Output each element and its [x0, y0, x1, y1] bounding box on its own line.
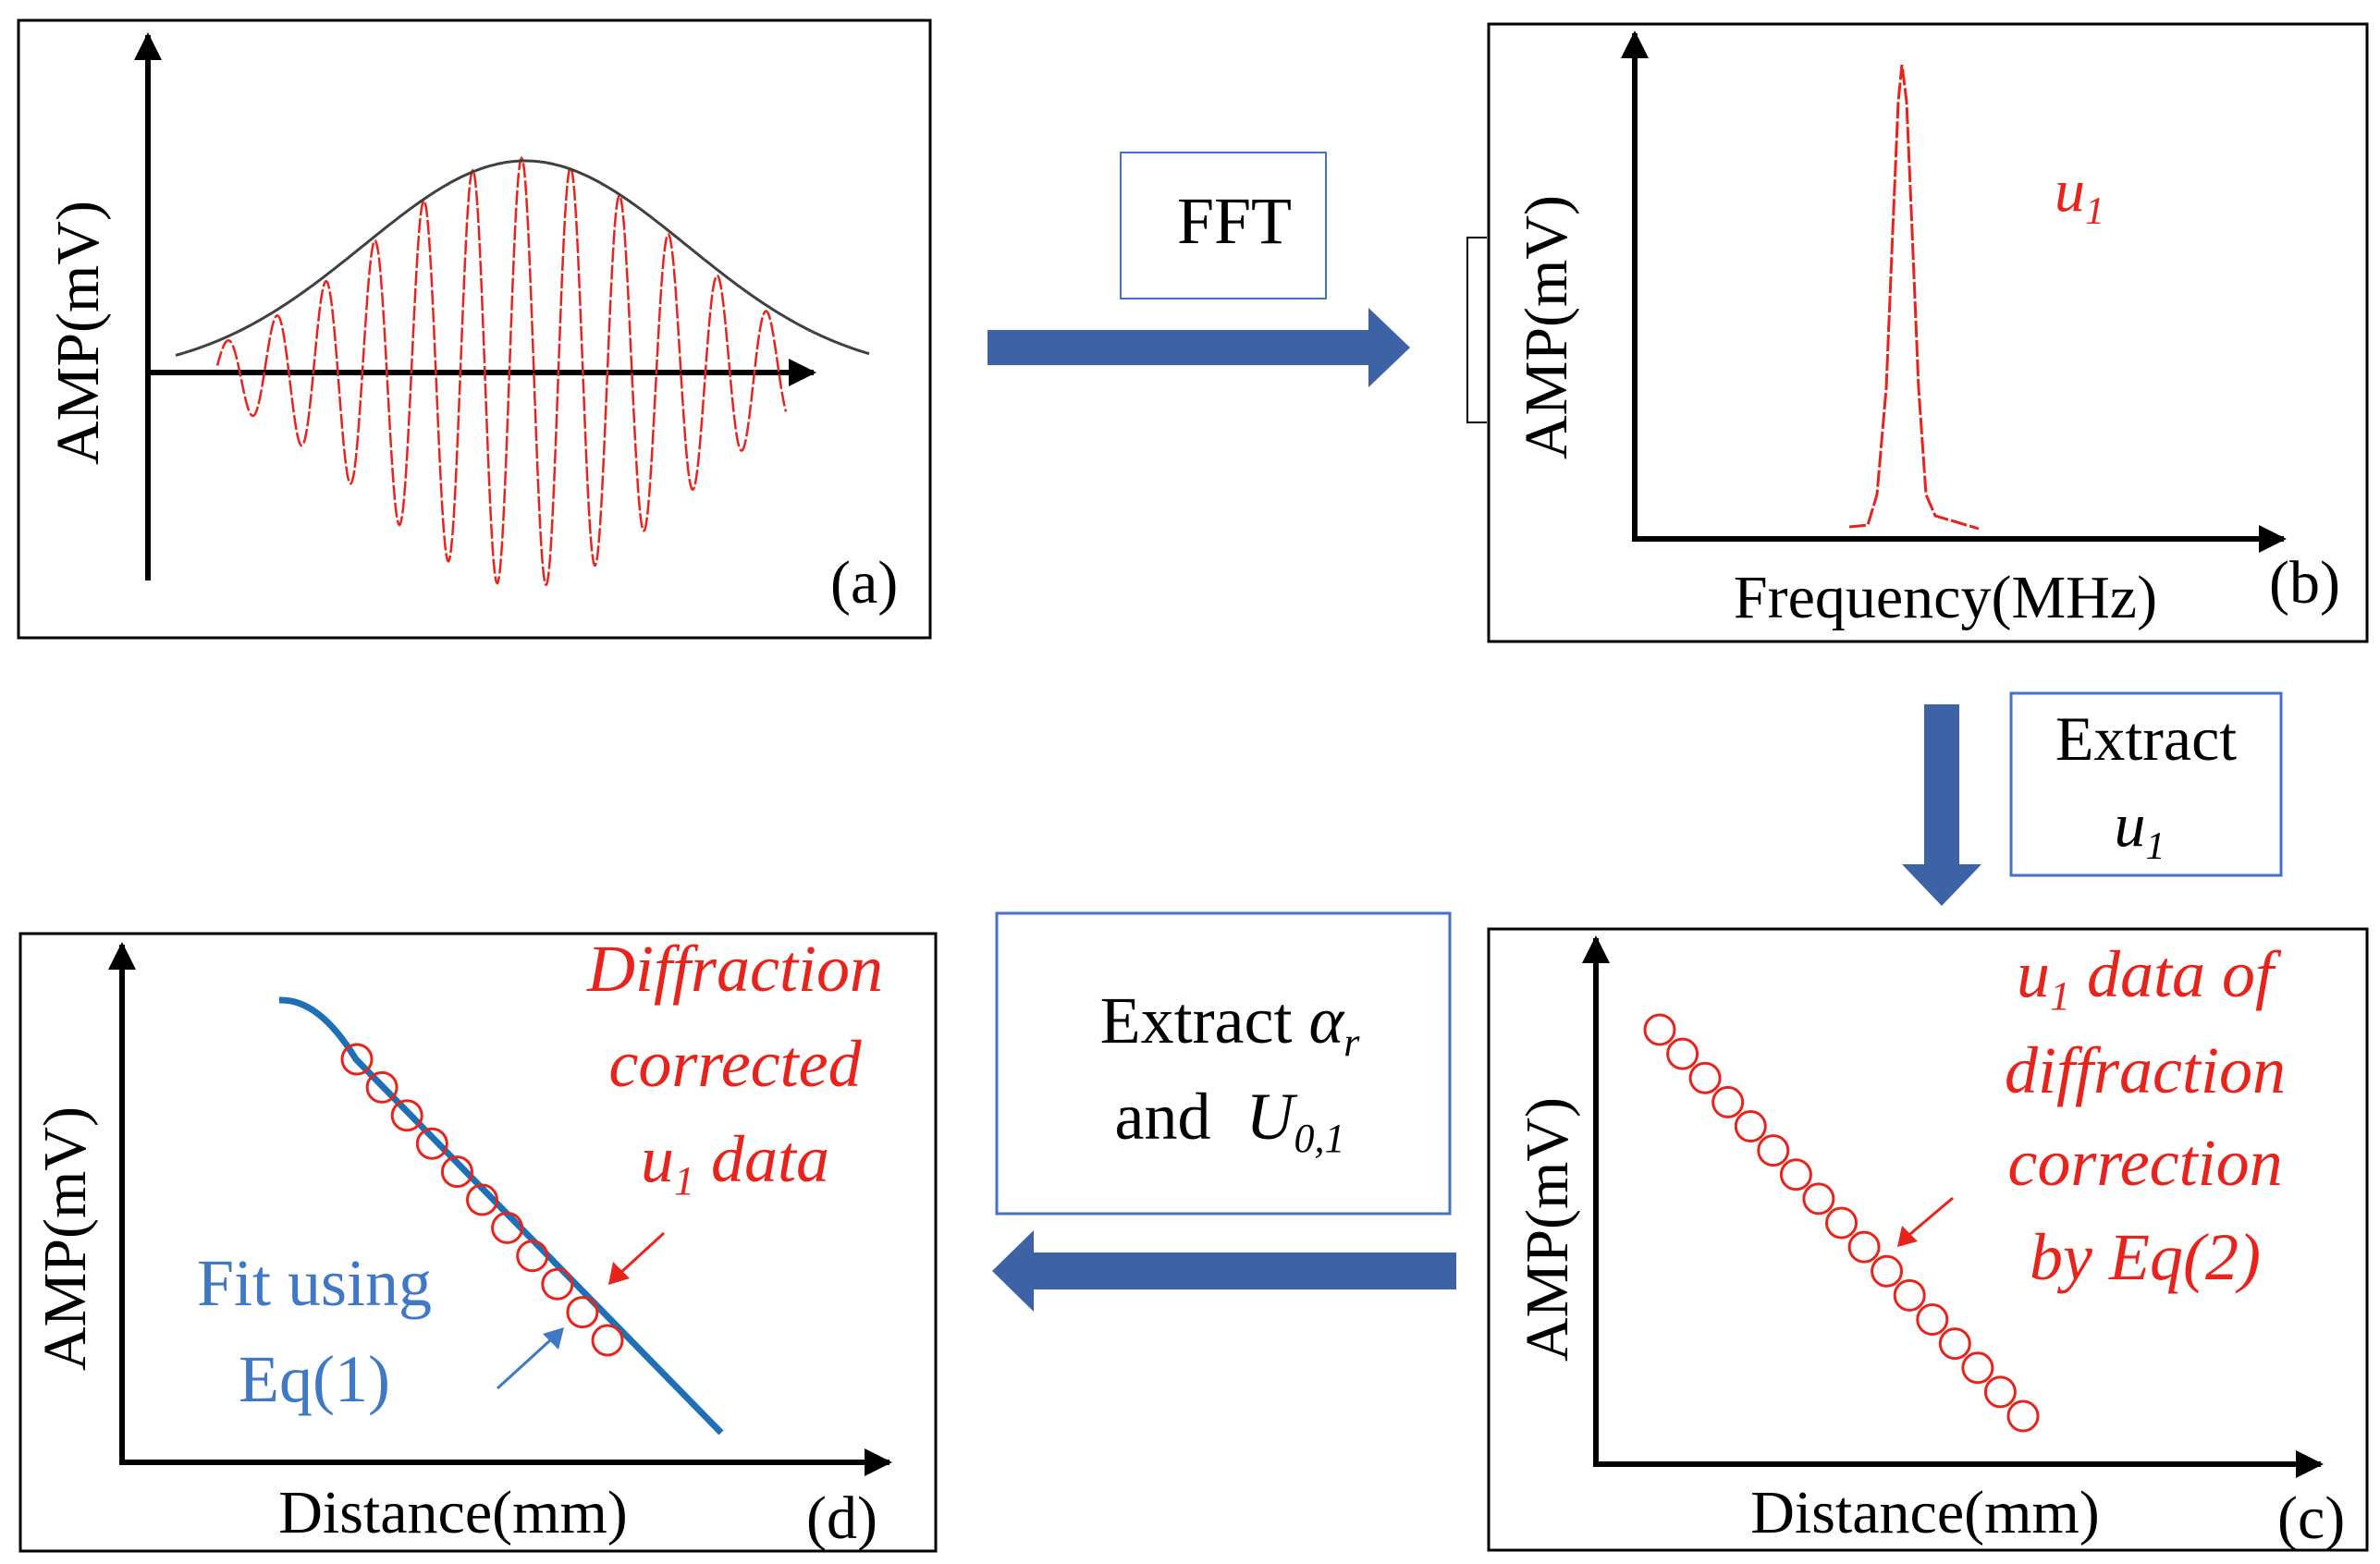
right-arrow	[988, 308, 1410, 387]
panel-c-marker	[1666, 1037, 1699, 1070]
fft-label: FFT	[1177, 184, 1292, 258]
panel-d-blue-annotation-line1: Fit using	[197, 1246, 432, 1320]
panel-c-marker	[1802, 1182, 1835, 1216]
panel-c-marker	[1688, 1061, 1722, 1094]
panel-d-blue-annotation-line2: Eq(1)	[239, 1342, 390, 1416]
panel-d-red-annotation: Diffraction corrected u1 data	[586, 932, 883, 1204]
panel-a-label: (a)	[830, 549, 898, 617]
panel-d-y-label: AMP(mV)	[31, 1106, 99, 1371]
panel-d-x-label: Distance(mm)	[278, 1479, 628, 1546]
panel-c-pointer-arrowhead	[1897, 1226, 1918, 1247]
panel-c-frame	[1487, 927, 2369, 1552]
panel-d-blue-arrowhead	[543, 1327, 564, 1350]
panel-a-y-label: AMP(mV)	[44, 201, 112, 465]
panel-c-pointer-arrow-shaft	[1904, 1196, 1954, 1240]
panel-c-marker	[1847, 1230, 1881, 1264]
down-arrow	[1902, 704, 1981, 906]
panel-b-y-label: AMP(mV)	[1513, 195, 1580, 459]
panel-d-fit-curve	[278, 996, 724, 1436]
panel-d-label: (d)	[806, 1485, 877, 1552]
panel-b-label: (b)	[2269, 549, 2340, 617]
panel-c-marker	[1916, 1303, 1949, 1336]
panel-c-marker	[1961, 1351, 1994, 1385]
panel-c-annotation: u1 data of diffraction correction by Eq(…	[2005, 937, 2286, 1294]
panel-c: u1 data of diffraction correction by Eq(…	[1487, 927, 2369, 1552]
panel-c-marker	[1757, 1134, 1790, 1167]
panel-c-marker	[1734, 1110, 1767, 1142]
panel-c-marker	[1643, 1013, 1676, 1046]
panel-c-annotation-line1: u1 data of	[2017, 937, 2282, 1019]
fft-step: FFT	[988, 152, 1410, 387]
extract-u1-box	[2009, 691, 2283, 877]
panel-d: Diffraction corrected u1 data Fit using …	[18, 932, 938, 1553]
panel-b-x-label: Frequency(MHz)	[1734, 564, 2157, 631]
panel-c-marker	[1711, 1085, 1745, 1118]
panel-c-annotation-line3: correction	[2007, 1126, 2282, 1200]
panel-b-spectrum-peak	[1848, 64, 1980, 531]
panel-d-blue-arrow-shaft	[496, 1338, 552, 1390]
panel-a: AMP(mV) (a)	[17, 18, 932, 640]
panel-d-marker	[390, 1099, 423, 1132]
extract-u1-line2: u1	[2115, 789, 2165, 868]
panel-d-frame	[18, 932, 938, 1553]
panel-b-frame	[1487, 22, 2369, 643]
panel-d-marker	[340, 1043, 374, 1076]
panel-d-marker	[466, 1183, 498, 1216]
panel-d-marker	[591, 1324, 624, 1357]
extract-alpha-line2: and U0,1	[1115, 1080, 1345, 1161]
panel-d-marker	[516, 1240, 549, 1273]
extract-u1-step: Extract u1	[1902, 691, 2283, 906]
panel-b: AMP(mV) Frequency(MHz) (b) u1	[1466, 22, 2369, 643]
panel-c-marker	[1938, 1327, 1971, 1361]
panel-d-red-annotation-line3: u1 data	[641, 1122, 829, 1204]
panel-a-signal-waveform	[215, 155, 788, 586]
panel-d-marker	[491, 1211, 524, 1244]
extract-u1-line1: Extract	[2055, 703, 2237, 774]
panel-c-marker	[1779, 1158, 1812, 1191]
extract-alpha-box	[995, 911, 1452, 1216]
panel-d-marker	[440, 1155, 473, 1189]
panel-b-peak-label: u1	[2055, 157, 2104, 233]
panel-d-red-annotation-line1: Diffraction	[586, 932, 883, 1006]
panel-c-marker	[1893, 1278, 1926, 1312]
panel-c-annotation-line2: diffraction	[2005, 1033, 2286, 1107]
panel-d-red-annotation-line2: corrected	[608, 1027, 862, 1101]
panel-a-gaussian-envelope	[175, 159, 870, 357]
panel-d-red-arrowhead	[608, 1262, 630, 1285]
panel-d-markers	[340, 1043, 624, 1357]
panel-c-marker	[2006, 1399, 2040, 1433]
panel-d-blue-annotation: Fit using Eq(1)	[197, 1246, 432, 1416]
panel-d-red-arrow-shaft	[618, 1231, 666, 1276]
panel-c-marker	[1871, 1254, 1904, 1288]
panel-b-bracket	[1466, 237, 1487, 423]
panel-a-frame	[17, 18, 932, 640]
panel-d-marker	[365, 1070, 399, 1104]
panel-c-y-label: AMP(mV)	[1514, 1097, 1581, 1362]
panel-c-marker	[1825, 1206, 1858, 1240]
panel-d-marker	[415, 1127, 448, 1160]
extract-alpha-step: Extract αr and U0,1	[992, 911, 1456, 1312]
fft-box	[1120, 152, 1327, 299]
panel-c-annotation-line4: by Eq(2)	[2030, 1220, 2261, 1294]
panel-c-x-label: Distance(mm)	[1750, 1479, 2100, 1546]
panel-c-marker	[1983, 1375, 2017, 1409]
panel-d-marker	[541, 1267, 574, 1301]
panel-d-marker	[566, 1296, 599, 1329]
panel-c-label: (c)	[2277, 1485, 2345, 1552]
left-arrow	[992, 1230, 1456, 1312]
panel-c-markers	[1643, 1013, 2040, 1433]
extract-alpha-line1: Extract αr	[1100, 984, 1361, 1065]
